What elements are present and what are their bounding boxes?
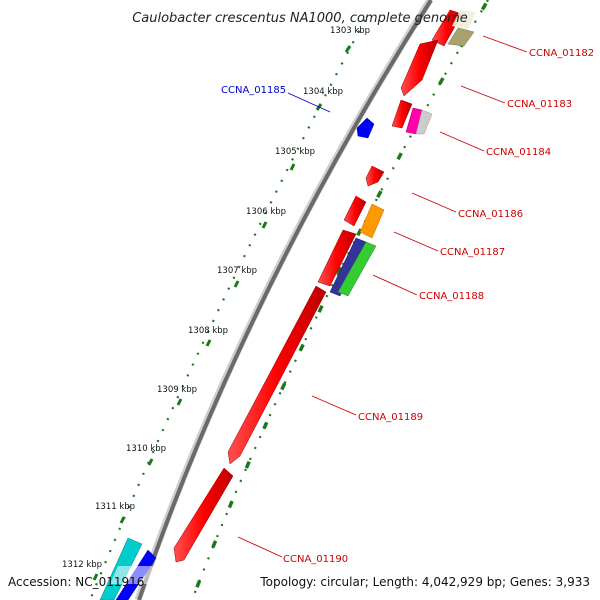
accession-text: Accession: NC_011916 xyxy=(8,575,144,589)
tick-ring xyxy=(88,19,366,600)
tick-label: 1310 kbp xyxy=(126,444,166,454)
gene-label-ccna-01186[interactable]: CCNA_01186 xyxy=(458,209,523,220)
gene-label-ccna-01184[interactable]: CCNA_01184 xyxy=(486,147,551,158)
gene-feature-ccna-01182[interactable] xyxy=(431,9,476,47)
gene-feature-ccna-01189[interactable] xyxy=(227,285,327,465)
gene-label-ccna-01190[interactable]: CCNA_01190 xyxy=(283,554,348,565)
tick-label: 1309 kbp xyxy=(157,385,197,395)
tick-label: 1312 kbp xyxy=(62,560,102,570)
gene-label-ccna-01182[interactable]: CCNA_01182 xyxy=(529,48,594,59)
label-leader-lines xyxy=(237,35,528,558)
tick-label: 1306 kbp xyxy=(246,207,286,217)
tick-label: 1311 kbp xyxy=(95,502,135,512)
gene-labels: CCNA_01182 CCNA_01183 CCNA_01184 CCNA_01… xyxy=(221,48,594,565)
tick-label: 1308 kbp xyxy=(188,326,228,336)
summary-text: Topology: circular; Length: 4,042,929 bp… xyxy=(259,575,590,589)
gene-label-ccna-01183[interactable]: CCNA_01183 xyxy=(507,99,572,110)
gene-label-ccna-01189[interactable]: CCNA_01189 xyxy=(358,412,423,423)
tick-marks xyxy=(92,45,352,581)
gene-feature-ccna-01183[interactable] xyxy=(400,39,439,97)
tick-label: 1305 kbp xyxy=(275,147,315,157)
gene-feature-bottom-cluster[interactable] xyxy=(99,537,157,600)
gene-feature-ccna-01184[interactable] xyxy=(391,99,433,135)
map-title: Caulobacter crescentus NA1000, complete … xyxy=(132,11,468,26)
gene-feature-ccna-01187[interactable] xyxy=(343,195,385,239)
tick-label: 1304 kbp xyxy=(303,87,343,97)
gene-feature-ccna-01188[interactable] xyxy=(317,229,377,297)
gene-feature-ccna-01190[interactable] xyxy=(173,467,234,563)
gene-label-ccna-01188[interactable]: CCNA_01188 xyxy=(419,291,484,302)
gene-feature-ccna-01186[interactable] xyxy=(365,165,385,187)
gene-label-ccna-01185[interactable]: CCNA_01185 xyxy=(221,85,286,96)
tick-label: 1303 kbp xyxy=(330,26,370,36)
backbone-ring xyxy=(134,0,433,600)
tick-labels: 1303 kbp 1304 kbp 1305 kbp 1306 kbp 1307… xyxy=(62,26,370,570)
tick-label: 1307 kbp xyxy=(217,266,257,276)
gc-content-ring xyxy=(190,0,490,600)
gene-feature-ccna-01185[interactable] xyxy=(356,117,375,139)
gene-label-ccna-01187[interactable]: CCNA_01187 xyxy=(440,247,505,258)
